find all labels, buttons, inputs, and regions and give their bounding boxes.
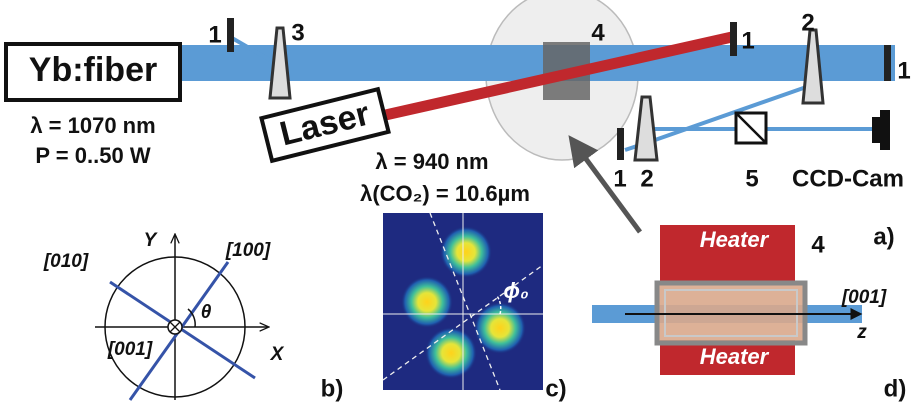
crystal-label: 4 bbox=[811, 231, 825, 258]
direction-label: [100] bbox=[225, 240, 271, 261]
angle-label: ϕ₀ bbox=[503, 278, 528, 303]
component-label: 1 bbox=[897, 57, 910, 84]
component-label: 1 bbox=[208, 21, 221, 48]
intensity-lobe bbox=[474, 302, 526, 354]
intensity-lobe bbox=[440, 226, 492, 278]
heater-label: Heater bbox=[700, 344, 770, 369]
direction-label: [010] bbox=[43, 251, 89, 272]
diagram: Laser Yb:fiber λ = 1070 nm P = 0..50 W λ… bbox=[0, 0, 920, 408]
panel-label: a) bbox=[873, 223, 894, 250]
direction-010 bbox=[110, 282, 255, 378]
heater-label: Heater bbox=[700, 227, 770, 252]
mirror bbox=[227, 18, 234, 52]
intensity-lobe bbox=[401, 276, 453, 328]
component-label: 2 bbox=[640, 165, 653, 192]
panel-a: Laser Yb:fiber λ = 1070 nm P = 0..50 W λ… bbox=[6, 0, 911, 250]
panel-c: ϕ₀ c) bbox=[383, 213, 567, 402]
prism bbox=[635, 97, 657, 160]
direction-label: [001] bbox=[107, 339, 153, 360]
prism bbox=[270, 28, 290, 98]
component-label: 1 bbox=[741, 27, 754, 54]
component-label: 3 bbox=[291, 19, 304, 46]
prism bbox=[803, 30, 823, 103]
camera-label: CCD-Cam bbox=[792, 165, 904, 192]
panel-label: c) bbox=[545, 375, 566, 402]
axis-label: z bbox=[856, 322, 867, 343]
panel-b: Y X [010] [100] [001] θ b) bbox=[43, 230, 344, 402]
angle-label: θ bbox=[201, 302, 212, 323]
component-label: 4 bbox=[591, 19, 605, 46]
component-label: 2 bbox=[801, 9, 814, 36]
panel-label: b) bbox=[321, 375, 344, 402]
axis-label: Y bbox=[144, 230, 159, 251]
direction-label: [001] bbox=[841, 287, 887, 308]
ccd-camera bbox=[872, 110, 890, 150]
laser-wavelength: λ = 940 nm bbox=[375, 149, 488, 174]
mirror bbox=[884, 45, 891, 81]
laser-box: Laser bbox=[261, 89, 388, 161]
source-label: Yb:fiber bbox=[29, 51, 157, 89]
source-power: P = 0..50 W bbox=[35, 143, 150, 168]
co2-wavelength: λ(CO₂) = 10.6µm bbox=[360, 181, 530, 206]
intensity-lobe bbox=[425, 327, 477, 379]
axis-label: X bbox=[270, 344, 285, 365]
source-wavelength: λ = 1070 nm bbox=[30, 113, 155, 138]
component-label: 1 bbox=[613, 165, 626, 192]
mirror bbox=[730, 22, 737, 56]
mirror bbox=[617, 128, 624, 160]
panel-d: Heater Heater 4 [001] z d) bbox=[592, 225, 906, 402]
zoom-arrow bbox=[572, 140, 640, 232]
component-label: 5 bbox=[745, 165, 758, 192]
panel-label: d) bbox=[884, 375, 907, 402]
